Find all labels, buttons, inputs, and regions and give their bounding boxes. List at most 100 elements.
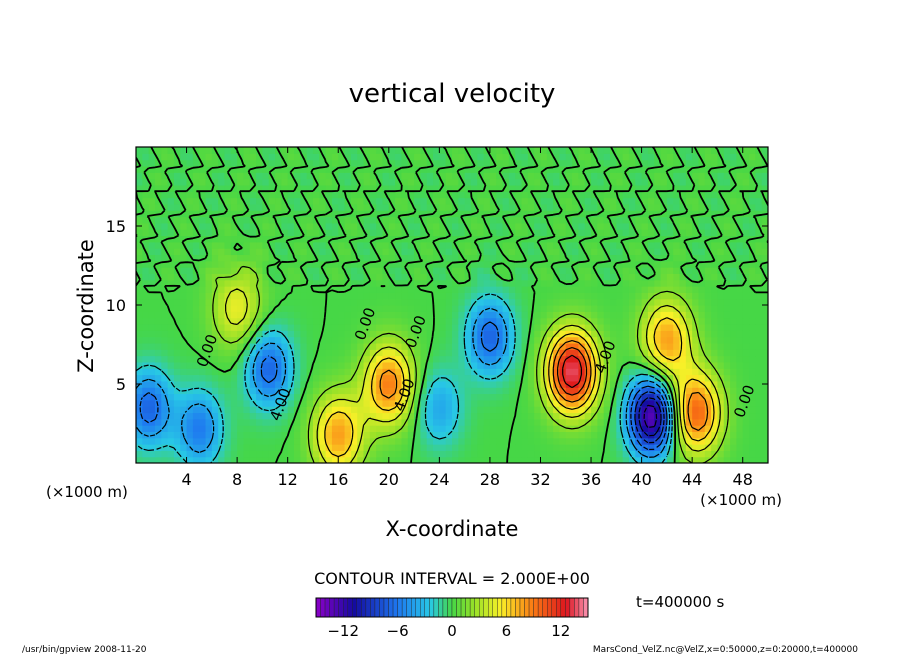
field-cell: [344, 399, 352, 407]
field-cell: [736, 165, 744, 173]
field-cell: [685, 317, 693, 325]
field-cell: [610, 248, 617, 256]
field-cell: [249, 342, 257, 350]
field-cell: [376, 355, 384, 363]
field-cell: [698, 292, 706, 300]
field-cell: [628, 216, 636, 224]
field-cell: [742, 323, 750, 331]
field-cell: [445, 456, 453, 463]
field-cell: [515, 412, 523, 420]
field-cell: [673, 393, 681, 401]
field-cell: [275, 418, 282, 426]
field-cell: [521, 248, 529, 256]
field-cell: [180, 292, 188, 300]
field-cell: [306, 450, 314, 458]
field-cell: [376, 456, 384, 463]
field-cell: [230, 330, 238, 338]
field-cell: [376, 273, 384, 281]
field-cell: [527, 235, 535, 243]
field-cell: [591, 260, 598, 268]
field-cell: [704, 248, 712, 256]
field-cell: [192, 197, 200, 205]
field-cell: [502, 165, 510, 173]
field-cell: [584, 203, 592, 211]
field-cell: [647, 393, 655, 401]
field-cell: [363, 317, 371, 325]
field-cell: [584, 311, 592, 319]
field-cell: [464, 216, 472, 224]
field-cell: [369, 260, 377, 268]
field-cell: [616, 229, 624, 237]
field-cell: [192, 450, 200, 458]
field-cell: [723, 431, 731, 439]
field-cell: [154, 229, 162, 237]
field-cell: [521, 456, 529, 463]
field-cell: [256, 279, 263, 287]
field-cell: [287, 191, 295, 199]
field-cell: [300, 191, 308, 199]
field-cell: [268, 323, 276, 331]
field-cell: [401, 184, 409, 192]
field-cell: [749, 222, 756, 230]
field-cell: [180, 355, 188, 363]
field-cell: [243, 393, 251, 401]
field-cell: [761, 267, 768, 274]
field-cell: [559, 425, 567, 432]
field-cell: [186, 279, 194, 287]
field-cell: [186, 387, 194, 395]
field-cell: [679, 279, 687, 287]
field-cell: [616, 241, 624, 249]
field-cell: [439, 431, 447, 439]
field-cell: [749, 210, 756, 218]
field-cell: [673, 330, 681, 338]
field-cell: [205, 279, 213, 287]
field-cell: [755, 355, 763, 363]
field-cell: [192, 235, 200, 243]
field-cell: [489, 317, 497, 325]
field-cell: [154, 450, 162, 458]
field-cell: [749, 197, 756, 205]
field-cell: [211, 317, 219, 325]
field-cell: [711, 241, 719, 249]
field-cell: [527, 298, 535, 306]
field-cell: [622, 349, 630, 357]
field-cell: [426, 267, 434, 274]
field-cell: [692, 235, 700, 243]
field-cell: [647, 374, 655, 382]
field-cell: [647, 412, 655, 420]
field-cell: [319, 172, 327, 180]
field-cell: [749, 260, 756, 268]
field-cell: [527, 254, 535, 262]
field-cell: [395, 279, 403, 287]
field-cell: [395, 305, 403, 312]
field-cell: [597, 444, 605, 451]
field-cell: [666, 406, 674, 414]
field-cell: [628, 431, 636, 439]
field-cell: [243, 222, 251, 230]
field-cell: [584, 222, 592, 230]
field-cell: [660, 286, 668, 293]
field-cell: [578, 260, 586, 268]
field-cell: [388, 425, 396, 432]
field-cell: [458, 241, 466, 249]
field-cell: [420, 178, 428, 186]
field-cell: [717, 342, 725, 350]
field-cell: [736, 298, 744, 306]
field-cell: [237, 273, 245, 281]
field-cell: [199, 399, 207, 407]
field-cell: [736, 323, 744, 331]
field-cell: [199, 368, 207, 376]
field-cell: [489, 172, 497, 180]
field-cell: [452, 368, 459, 376]
field-cell: [565, 412, 573, 420]
field-cell: [388, 178, 396, 186]
field-cell: [502, 431, 510, 439]
field-cell: [136, 165, 143, 173]
field-cell: [382, 336, 390, 344]
field-cell: [433, 147, 440, 154]
field-cell: [452, 336, 459, 344]
field-cell: [553, 203, 561, 211]
field-cell: [578, 298, 586, 306]
field-cell: [148, 368, 156, 376]
field-cell: [136, 254, 143, 262]
